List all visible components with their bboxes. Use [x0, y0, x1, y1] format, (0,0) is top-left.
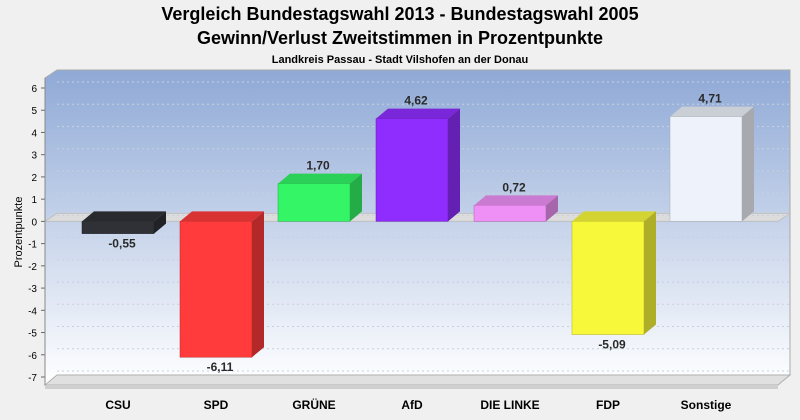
data-label: -6,11: [207, 360, 234, 374]
y-tick-label: 4: [31, 128, 37, 139]
x-tick-label: Sonstige: [681, 398, 732, 412]
x-tick-label: DIE LINKE: [480, 398, 539, 412]
bar: [81, 211, 166, 234]
y-tick-label: -1: [28, 240, 37, 251]
bar: [179, 211, 264, 358]
x-tick-label: FDP: [596, 398, 620, 412]
data-label: 0,72: [502, 180, 526, 194]
y-tick-label: -3: [28, 284, 37, 295]
y-tick-label: -7: [28, 373, 37, 384]
y-tick-label: 1: [31, 195, 37, 206]
x-tick-label: AfD: [401, 398, 423, 412]
x-tick-label: CSU: [105, 398, 130, 412]
y-tick-label: -6: [28, 351, 37, 362]
data-label: -0,55: [108, 237, 136, 251]
data-label: 1,70: [306, 159, 330, 173]
chart-title-line2: Gewinn/Verlust Zweitstimmen in Prozentpu…: [196, 28, 604, 48]
bar: [571, 211, 656, 335]
y-tick-label: 5: [31, 106, 37, 117]
y-tick-label: -5: [28, 329, 37, 340]
data-label: 4,62: [404, 94, 428, 108]
bar: [375, 108, 460, 222]
y-axis-label: Prozentpunkte: [13, 197, 25, 268]
y-tick-label: 3: [31, 151, 37, 162]
y-tick-label: 0: [31, 217, 37, 228]
y-tick-label: 2: [31, 173, 37, 184]
y-tick-label: -4: [28, 306, 37, 317]
y-tick-label: -2: [28, 262, 37, 273]
chart-title: Vergleich Bundestagswahl 2013 - Bundesta…: [161, 4, 639, 24]
bar: [473, 195, 558, 222]
chart-subtitle: Landkreis Passau - Stadt Vilshofen an de…: [271, 54, 529, 66]
bar: [277, 173, 362, 222]
data-label: -5,09: [598, 338, 626, 352]
x-tick-label: SPD: [204, 398, 229, 412]
x-tick-label: GRÜNE: [292, 397, 335, 412]
bar: [669, 106, 754, 222]
data-label: 4,71: [698, 92, 722, 106]
y-tick-label: 6: [31, 84, 37, 95]
